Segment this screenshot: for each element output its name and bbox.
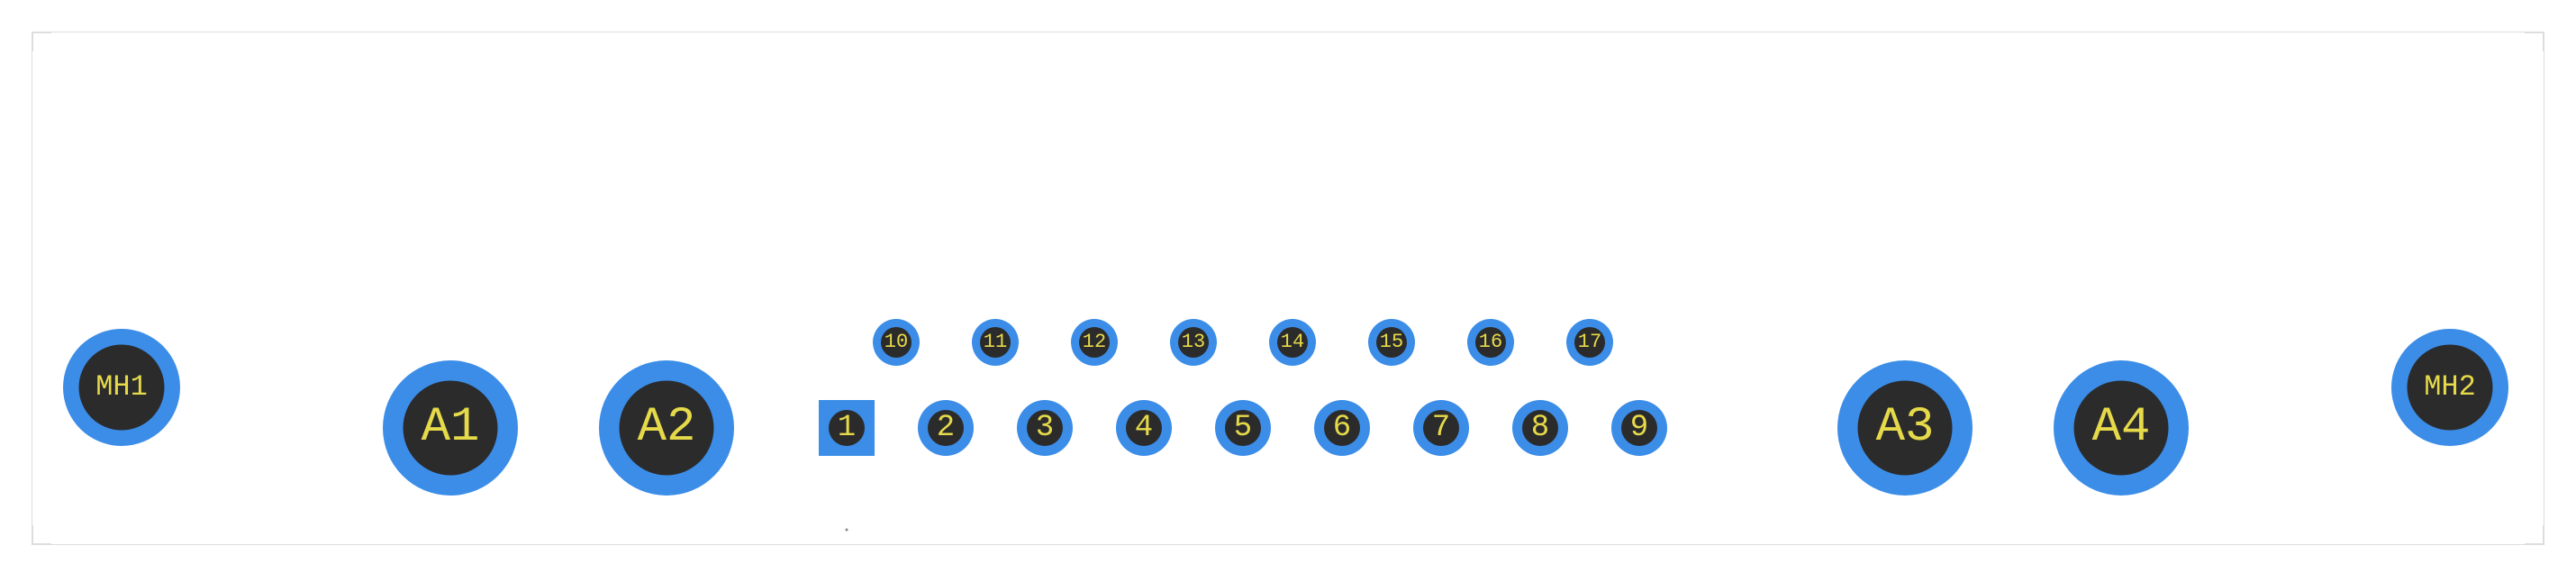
pad-label: 4 bbox=[1135, 413, 1153, 443]
pad-label: 10 bbox=[884, 332, 908, 352]
pad-a4: A4 bbox=[2054, 360, 2189, 496]
outline-corner bbox=[32, 525, 51, 545]
outline-corner bbox=[2525, 525, 2544, 545]
pad-p8: 8 bbox=[1512, 400, 1568, 456]
pad-p9: 9 bbox=[1611, 400, 1667, 456]
pad-label: 6 bbox=[1333, 413, 1351, 443]
pad-mh2: MH2 bbox=[2391, 329, 2508, 446]
pad-label: A1 bbox=[422, 404, 480, 452]
pad-label: 1 bbox=[838, 413, 856, 443]
pad-label: MH2 bbox=[2424, 373, 2476, 402]
pad-label: 8 bbox=[1531, 413, 1549, 443]
pad-p11: 11 bbox=[972, 319, 1019, 366]
pad-a2: A2 bbox=[599, 360, 734, 496]
pad-label: 7 bbox=[1432, 413, 1450, 443]
pad-p1: 1 bbox=[819, 400, 875, 456]
pad-label: 12 bbox=[1083, 332, 1106, 352]
pad-p16: 16 bbox=[1467, 319, 1514, 366]
pad-label: A4 bbox=[2092, 404, 2151, 452]
pad-p13: 13 bbox=[1170, 319, 1217, 366]
pad-label: 9 bbox=[1630, 413, 1648, 443]
pad-label: 14 bbox=[1281, 332, 1304, 352]
pad-label: 2 bbox=[937, 413, 955, 443]
outline-corner bbox=[2525, 32, 2544, 51]
outline-corner bbox=[32, 32, 51, 51]
pad-a3: A3 bbox=[1837, 360, 1973, 496]
pad-p10: 10 bbox=[873, 319, 920, 366]
pad-p2: 2 bbox=[918, 400, 974, 456]
pad-p5: 5 bbox=[1215, 400, 1271, 456]
pad-label: MH1 bbox=[95, 373, 148, 402]
pad-label: A2 bbox=[638, 404, 696, 452]
pad-label: 16 bbox=[1479, 332, 1502, 352]
pad-p7: 7 bbox=[1413, 400, 1469, 456]
pad-p4: 4 bbox=[1116, 400, 1172, 456]
pad-mh1: MH1 bbox=[63, 329, 180, 446]
pad-label: A3 bbox=[1876, 404, 1935, 452]
pad-p15: 15 bbox=[1368, 319, 1415, 366]
pad-p6: 6 bbox=[1314, 400, 1370, 456]
pad-p14: 14 bbox=[1269, 319, 1316, 366]
pad-p17: 17 bbox=[1566, 319, 1613, 366]
pad-label: 13 bbox=[1182, 332, 1205, 352]
pad-label: 17 bbox=[1578, 332, 1601, 352]
pad-a1: A1 bbox=[383, 360, 518, 496]
pad-label: 15 bbox=[1380, 332, 1403, 352]
origin-mark bbox=[846, 529, 848, 532]
pad-p12: 12 bbox=[1071, 319, 1118, 366]
footprint-canvas: MH1MH2A1A2A3A41234567891011121314151617 bbox=[0, 0, 2576, 564]
pad-label: 3 bbox=[1036, 413, 1054, 443]
pad-label: 5 bbox=[1234, 413, 1252, 443]
pad-label: 11 bbox=[984, 332, 1007, 352]
pad-p3: 3 bbox=[1017, 400, 1073, 456]
